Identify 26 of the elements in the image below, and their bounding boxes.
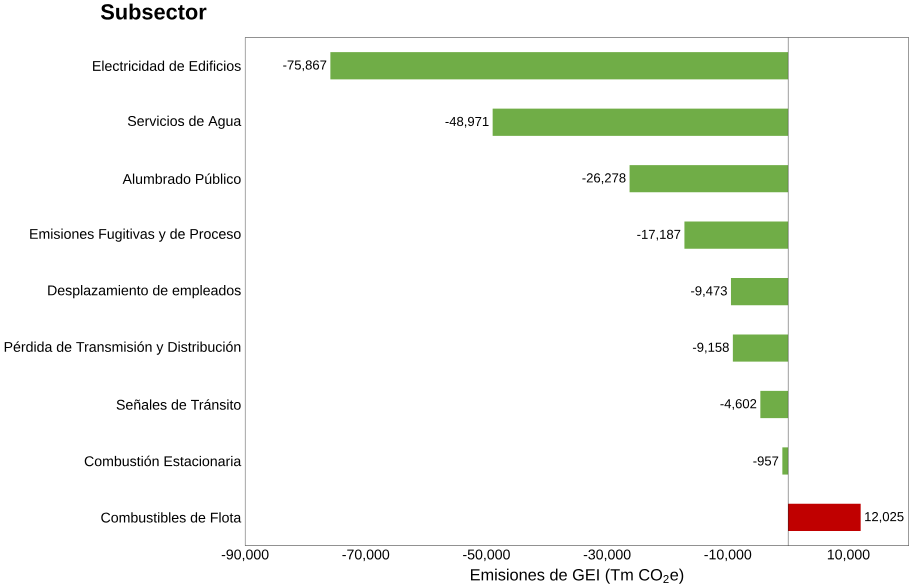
x-tick-label: -10,000 <box>704 549 752 561</box>
y-tick-label: Combustión Estacionaria <box>84 455 242 466</box>
data-label: -9,158 <box>692 342 729 354</box>
y-tick-label: Servicios de Agua <box>128 115 242 129</box>
y-tick-label: Alumbrado Público <box>122 173 241 184</box>
y-tick-label: Pérdida de Transmisión y Distribución <box>4 341 240 355</box>
x-axis-title: Emisiones de GEI (Tm CO$_{2}$e) <box>471 568 684 584</box>
x-tick-label: -70,000 <box>342 549 390 561</box>
data-label: -4,602 <box>720 398 756 410</box>
data-label: -17,187 <box>637 230 680 240</box>
data-label: -957 <box>753 456 778 466</box>
data-label: -26,278 <box>582 173 626 184</box>
y-tick-label: Electricidad de Edificios <box>93 60 241 71</box>
x-tick-label: -90,000 <box>222 549 269 561</box>
chart-title: Subsector <box>100 3 206 20</box>
y-tick-label: Señales de Tránsito <box>116 399 241 410</box>
data-label: -9,473 <box>691 286 727 297</box>
x-tick-label: -30,000 <box>584 549 631 561</box>
data-label: -48,971 <box>445 116 489 128</box>
data-label: 12,025 <box>865 512 904 523</box>
y-tick-label: Combustibles de Flota <box>101 512 242 522</box>
x-tick-label: 10,000 <box>828 549 870 561</box>
y-tick-label: Desplazamiento de empleados <box>48 284 241 298</box>
x-tick-label: -50,000 <box>463 549 510 561</box>
data-label: -75,867 <box>283 60 326 71</box>
y-tick-label: Emisiones Fugitivas y de Proceso <box>30 228 241 242</box>
